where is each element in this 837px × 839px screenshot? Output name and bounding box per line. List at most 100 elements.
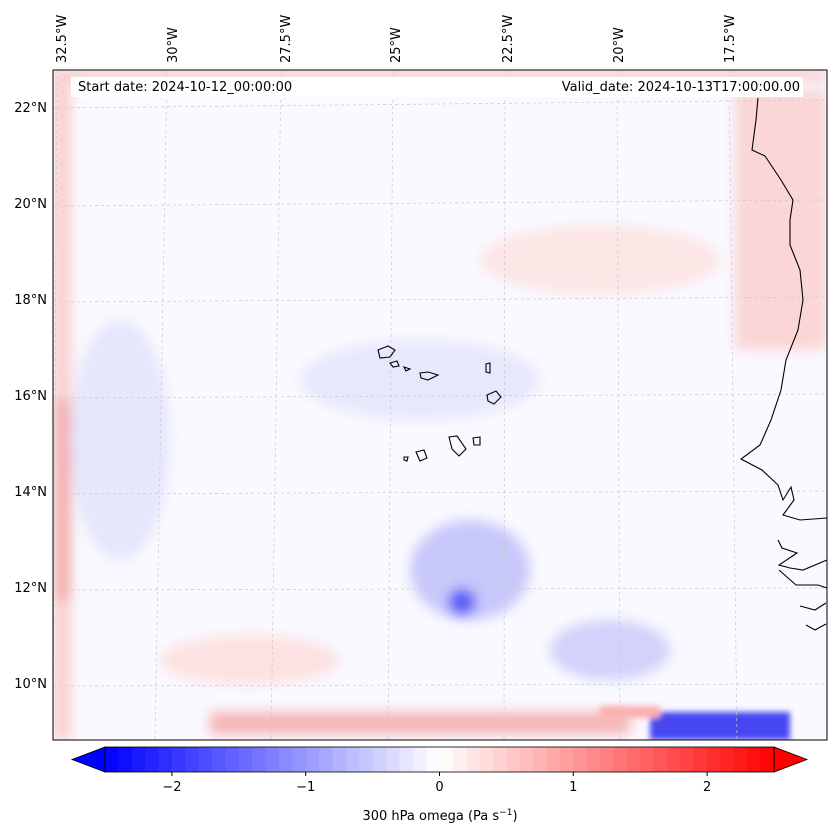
- positive-streak-north: [480, 225, 720, 295]
- colorbar-segment: [158, 747, 173, 772]
- omega-field: [53, 70, 827, 740]
- left-band-strong: [56, 400, 70, 600]
- colorbar-segment: [666, 747, 681, 772]
- longitude-labels: 32.5°W 30°W 27.5°W 25°W 22.5°W 20°W 17.5…: [55, 15, 738, 63]
- colorbar-segment: [519, 747, 534, 772]
- lon-label: 17.5°W: [723, 15, 738, 63]
- negative-area-west: [70, 320, 170, 560]
- colorbar-segment: [720, 747, 735, 772]
- island-sal: [485, 362, 491, 374]
- colorbar-segment: [640, 747, 655, 772]
- header-strip: [71, 77, 803, 97]
- colorbar-segment: [319, 747, 334, 772]
- lat-label: 18°N: [14, 293, 47, 308]
- northeast-positive-area: [735, 90, 827, 350]
- colorbar-segment: [747, 747, 762, 772]
- lat-label: 14°N: [14, 485, 47, 500]
- colorbar-segment: [452, 747, 467, 772]
- strong-positive-bottom: [600, 706, 660, 718]
- island-brava: [403, 456, 409, 462]
- gridlines: [52, 69, 828, 741]
- african-coastline: [739, 97, 828, 631]
- valid-date-label: Valid_date: 2024-10-13T17:00:00.00: [562, 80, 800, 95]
- colorbar-segment: [252, 747, 267, 772]
- colorbar-segment: [426, 747, 441, 772]
- colorbar-segment: [693, 747, 708, 772]
- map-frame: [52, 69, 828, 741]
- colorbar-extend-max: [773, 746, 809, 773]
- colorbar-segment: [559, 747, 574, 772]
- colorbar-segment: [385, 747, 400, 772]
- colorbar-segment: [479, 747, 494, 772]
- colorbar-ticks: −2 −1 0 1 2: [162, 772, 711, 795]
- island-santo-antao: [377, 345, 396, 359]
- lon-label: 27.5°W: [279, 15, 294, 63]
- colorbar-label-close: ): [512, 809, 517, 824]
- map-panel: Start date: 2024-10-12_00:00:00 Valid_da…: [52, 69, 828, 741]
- colorbar-segment: [412, 747, 427, 772]
- colorbar-segment: [600, 747, 615, 772]
- negative-area-south: [410, 520, 530, 620]
- strong-negative-bottom: [650, 712, 790, 740]
- colorbar-segment: [345, 747, 360, 772]
- colorbar-segment: [292, 747, 307, 772]
- colorbar-label: 300 hPa omega (Pa s−1): [362, 808, 517, 824]
- colorbar-segment: [760, 747, 775, 772]
- colorbar-tick-label: −1: [296, 780, 315, 795]
- colorbar-segment: [185, 747, 200, 772]
- colorbar-segment: [118, 747, 133, 772]
- positive-area-southwest: [160, 635, 340, 685]
- colorbar-segment: [238, 747, 253, 772]
- colorbar-label-exponent: −1: [499, 808, 512, 818]
- lat-label: 12°N: [14, 581, 47, 596]
- colorbar-segment: [733, 747, 748, 772]
- colorbar-segment: [131, 747, 146, 772]
- start-date-label: Start date: 2024-10-12_00:00:00: [78, 80, 292, 95]
- colorbar-segment: [171, 747, 186, 772]
- colorbar-tick-label: −2: [162, 780, 181, 795]
- colorbar-segment: [212, 747, 227, 772]
- colorbar-segment: [653, 747, 668, 772]
- colorbar-segment: [225, 747, 240, 772]
- colorbar-segment: [372, 747, 387, 772]
- lon-label: 30°W: [166, 27, 181, 63]
- colorbar-segment: [613, 747, 628, 772]
- colorbar-segment: [105, 747, 119, 772]
- colorbar-segment: [198, 747, 213, 772]
- colorbar-segment: [359, 747, 374, 772]
- colorbar-segment: [399, 747, 414, 772]
- island-fogo: [415, 449, 428, 462]
- lat-label: 10°N: [14, 677, 47, 692]
- colorbar-segment: [506, 747, 521, 772]
- negative-core: [448, 588, 476, 616]
- island-santiago: [448, 435, 467, 457]
- negative-area-southeast: [550, 620, 670, 680]
- colorbar-tick-label: 2: [703, 780, 711, 795]
- colorbar-segment: [305, 747, 320, 772]
- colorbar-segments: [70, 746, 809, 773]
- colorbar-segment: [145, 747, 160, 772]
- bottom-boundary-band: [210, 712, 630, 734]
- colorbar-segment: [332, 747, 347, 772]
- island-sao-nicolau: [419, 371, 440, 381]
- colorbar-tick-label: 0: [435, 780, 443, 795]
- island-maio: [472, 436, 481, 446]
- colorbar-segment: [680, 747, 695, 772]
- island-boa-vista: [486, 390, 502, 405]
- latitude-labels: 22°N 20°N 18°N 16°N 14°N 12°N 10°N: [14, 101, 47, 692]
- lon-label: 32.5°W: [55, 15, 70, 63]
- lat-label: 16°N: [14, 389, 47, 404]
- colorbar-segment: [439, 747, 454, 772]
- island-sao-vicente: [389, 360, 400, 368]
- colorbar-segment: [626, 747, 641, 772]
- colorbar-segment: [546, 747, 561, 772]
- lon-label: 22.5°W: [501, 15, 516, 63]
- negative-area-central: [300, 340, 540, 420]
- colorbar-segment: [573, 747, 588, 772]
- colorbar-tick-label: 1: [569, 780, 577, 795]
- colorbar: −2 −1 0 1 2 300 hPa omega (Pa s−1): [70, 746, 809, 824]
- lat-label: 20°N: [14, 197, 47, 212]
- colorbar-segment: [586, 747, 601, 772]
- colorbar-segment: [533, 747, 548, 772]
